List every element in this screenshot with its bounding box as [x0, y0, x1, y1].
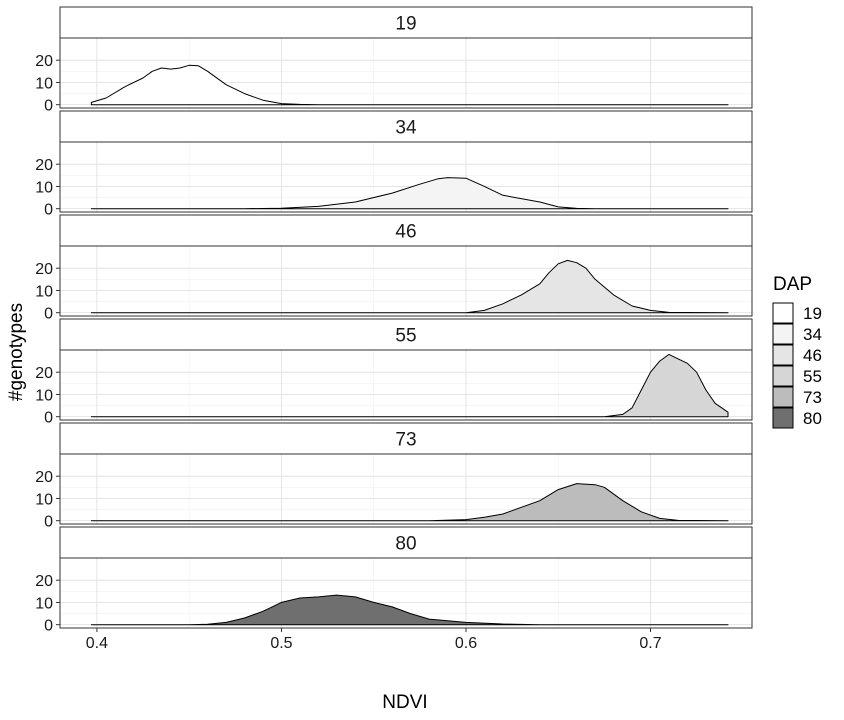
y-tick-label: 10	[35, 75, 53, 92]
y-tick-label: 0	[44, 306, 53, 323]
y-tick-label: 20	[35, 365, 53, 382]
x-tick-label: 0.7	[639, 635, 661, 652]
facet-strip	[59, 110, 753, 143]
legend-key-19	[772, 302, 794, 324]
legend-label: 19	[803, 304, 822, 323]
facet-strip-label: 19	[395, 14, 416, 35]
legend-key-55	[772, 365, 794, 387]
x-axis: 0.4 0.5 0.6 0.7	[86, 628, 662, 652]
facet-panel-55: 55 0 10 20	[35, 318, 753, 427]
y-tick-label: 10	[35, 595, 53, 612]
x-tick-label: 0.5	[270, 635, 292, 652]
facet-panel-34: 34 0 10 20	[35, 110, 753, 219]
facet-panel-46: 46 0 10 20	[35, 214, 753, 323]
legend-key-80	[772, 407, 794, 429]
y-tick-label: 0	[44, 98, 53, 115]
y-tick-label: 0	[44, 202, 53, 219]
y-tick-label: 10	[35, 179, 53, 196]
y-tick-label: 20	[35, 573, 53, 590]
y-tick-label: 10	[35, 283, 53, 300]
legend-title: DAP	[773, 274, 812, 295]
y-axis-title: #genotypes	[6, 303, 27, 401]
legend-label: 73	[803, 388, 822, 407]
facet-strip-label: 34	[395, 118, 417, 139]
y-tick-label: 20	[35, 53, 53, 70]
y-tick-label: 10	[35, 491, 53, 508]
x-axis-title: NDVI	[382, 692, 427, 713]
facet-strip	[59, 214, 753, 247]
density-area-46	[90, 259, 729, 314]
facet-strip	[59, 6, 753, 39]
legend-label: 80	[803, 409, 822, 428]
y-tick-label: 0	[44, 514, 53, 531]
y-tick-label: 20	[35, 261, 53, 278]
density-area-80	[90, 594, 729, 626]
density-area-73	[90, 483, 729, 522]
legend-label: 34	[803, 325, 822, 344]
y-tick-label: 20	[35, 157, 53, 174]
facet-panels: 19 0 10 20 34 0 10 20 46 0 10 20 55 0 10 20 73 0 10 20 80 0 10…	[35, 6, 753, 635]
y-tick-label: 0	[44, 410, 53, 427]
y-tick-label: 0	[44, 618, 53, 635]
density-area-34	[90, 177, 729, 210]
facet-panel-80: 80 0 10 20	[35, 526, 753, 635]
legend-label: 46	[803, 346, 822, 365]
facet-strip-label: 55	[395, 326, 416, 347]
y-tick-label: 20	[35, 469, 53, 486]
y-tick-label: 10	[35, 387, 53, 404]
x-tick-label: 0.4	[86, 635, 108, 652]
facet-strip-label: 80	[395, 534, 416, 555]
legend-key-46	[772, 344, 794, 366]
facet-strip-label: 73	[395, 430, 416, 451]
facet-strip	[59, 422, 753, 455]
facet-strip	[59, 526, 753, 559]
legend: DAP 19 34 46 55 73 80	[772, 274, 822, 429]
density-area-55	[90, 353, 729, 418]
facet-panel-19: 19 0 10 20	[35, 6, 753, 115]
legend-key-73	[772, 386, 794, 408]
legend-key-34	[772, 323, 794, 345]
facet-strip-label: 46	[395, 222, 416, 243]
x-tick-label: 0.6	[455, 635, 477, 652]
legend-label: 55	[803, 367, 822, 386]
facet-panel-73: 73 0 10 20	[35, 422, 753, 531]
density-area-19	[90, 64, 729, 106]
